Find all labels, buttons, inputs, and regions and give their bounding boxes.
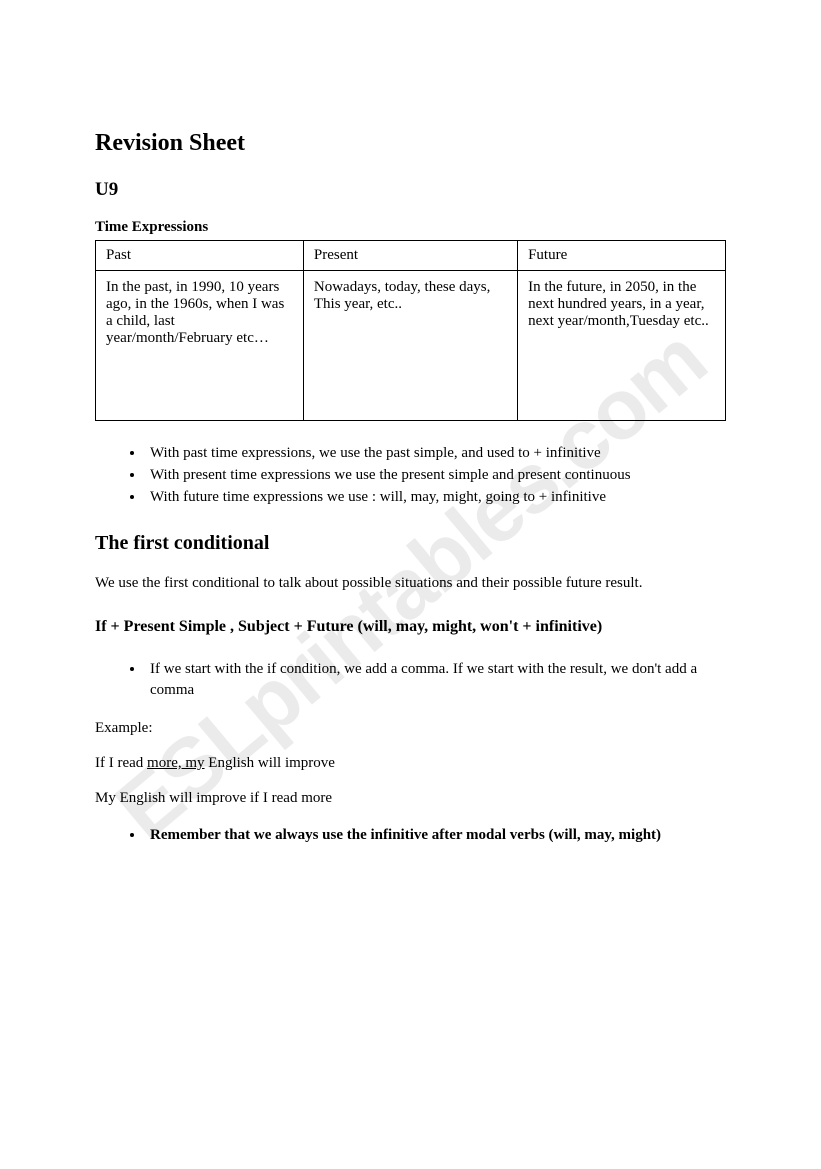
conditional-title: The first conditional <box>95 532 726 555</box>
example-2: My English will improve if I read more <box>95 790 726 807</box>
list-item: With past time expressions, we use the p… <box>145 443 726 465</box>
table-content-row: In the past, in 1990, 10 years ago, in t… <box>96 271 726 421</box>
example-1-underlined: more, my <box>147 755 205 771</box>
conditional-intro: We use the first conditional to talk abo… <box>95 573 726 594</box>
document-content: Revision Sheet U9 Time Expressions Past … <box>95 130 726 847</box>
list-item: If we start with the if condition, we ad… <box>145 659 726 703</box>
example-label: Example: <box>95 720 726 737</box>
conditional-formula: If + Present Simple , Subject + Future (… <box>95 616 726 638</box>
unit-heading: U9 <box>95 179 726 201</box>
header-past: Past <box>96 241 304 271</box>
list-item: With future time expressions we use : wi… <box>145 487 726 509</box>
header-present: Present <box>303 241 517 271</box>
comma-rule-list: If we start with the if condition, we ad… <box>145 659 726 703</box>
remember-list: Remember that we always use the infiniti… <box>145 825 726 847</box>
list-item: Remember that we always use the infiniti… <box>145 825 726 847</box>
time-expressions-label: Time Expressions <box>95 219 726 236</box>
cell-past: In the past, in 1990, 10 years ago, in t… <box>96 271 304 421</box>
rules-list: With past time expressions, we use the p… <box>145 443 726 508</box>
example-1-suffix: English will improve <box>205 755 335 771</box>
table-header-row: Past Present Future <box>96 241 726 271</box>
time-expressions-table: Past Present Future In the past, in 1990… <box>95 240 726 421</box>
header-future: Future <box>518 241 726 271</box>
cell-future: In the future, in 2050, in the next hund… <box>518 271 726 421</box>
example-1-prefix: If I read <box>95 755 147 771</box>
cell-present: Nowadays, today, these days, This year, … <box>303 271 517 421</box>
page-title: Revision Sheet <box>95 130 726 157</box>
example-1: If I read more, my English will improve <box>95 755 726 772</box>
list-item: With present time expressions we use the… <box>145 465 726 487</box>
